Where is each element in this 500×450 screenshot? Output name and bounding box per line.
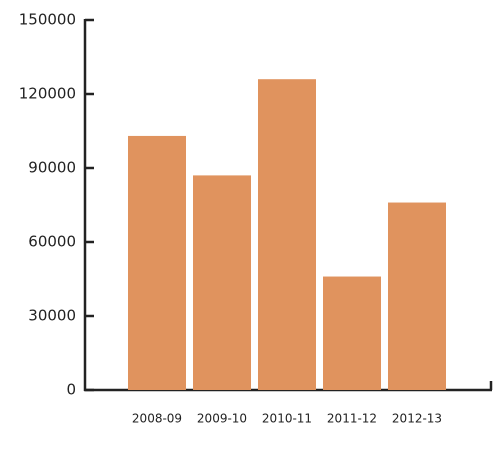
- x-tick-label: 2012-13: [392, 412, 442, 426]
- bar: [323, 276, 381, 390]
- y-tick-label: 150000: [19, 11, 76, 29]
- x-tick-label: 2010-11: [262, 412, 312, 426]
- bar: [388, 202, 446, 390]
- x-tick-label: 2009-10: [197, 412, 247, 426]
- x-tick-label: 2011-12: [327, 412, 377, 426]
- y-tick-label: 60000: [28, 233, 76, 251]
- y-tick-label: 120000: [19, 85, 76, 103]
- y-tick-label: 90000: [28, 159, 76, 177]
- y-tick-label: 0: [66, 381, 76, 399]
- y-tick-label: 30000: [28, 307, 76, 325]
- bar: [128, 135, 186, 390]
- bar: [258, 79, 316, 390]
- bar: [193, 175, 251, 390]
- x-tick-label: 2008-09: [132, 412, 182, 426]
